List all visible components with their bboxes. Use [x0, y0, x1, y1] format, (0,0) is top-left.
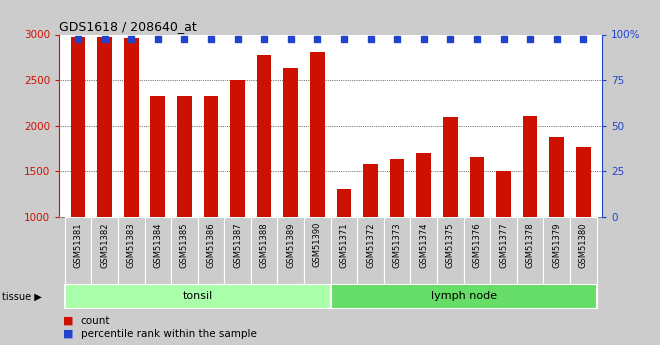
Text: GSM51389: GSM51389 [286, 222, 295, 267]
Text: GSM51373: GSM51373 [393, 222, 402, 268]
Text: tonsil: tonsil [183, 292, 213, 301]
Bar [97, 37, 112, 217]
Text: GSM51382: GSM51382 [100, 222, 109, 267]
Bar [576, 147, 591, 217]
Text: GSM51378: GSM51378 [525, 222, 535, 268]
Bar [224, 217, 251, 284]
Bar [337, 189, 351, 217]
Text: GSM51381: GSM51381 [73, 222, 82, 267]
Bar [230, 80, 245, 217]
Bar [304, 217, 331, 284]
Bar [331, 217, 357, 284]
Bar [257, 55, 271, 217]
Bar [416, 153, 431, 217]
Bar [463, 217, 490, 284]
Text: GSM51385: GSM51385 [180, 222, 189, 267]
Text: GSM51376: GSM51376 [473, 222, 481, 268]
Text: GSM51384: GSM51384 [153, 222, 162, 267]
Bar [65, 284, 331, 309]
Text: GSM51383: GSM51383 [127, 222, 136, 268]
Bar [390, 159, 405, 217]
Bar [177, 96, 191, 217]
Bar [65, 217, 91, 284]
Bar [310, 52, 325, 217]
Text: ■: ■ [63, 329, 73, 339]
Bar [251, 217, 277, 284]
Bar [91, 217, 118, 284]
Bar [363, 164, 378, 217]
Bar [437, 217, 463, 284]
Bar [490, 217, 517, 284]
Text: count: count [81, 316, 110, 326]
Bar [357, 217, 384, 284]
Bar [198, 217, 224, 284]
Bar [570, 217, 597, 284]
Bar [443, 117, 457, 217]
Text: GSM51372: GSM51372 [366, 222, 375, 267]
Text: GSM51380: GSM51380 [579, 222, 588, 267]
Bar [470, 157, 484, 217]
Text: GSM51386: GSM51386 [207, 222, 215, 268]
Text: ■: ■ [63, 316, 73, 326]
Bar [171, 217, 198, 284]
Text: GSM51374: GSM51374 [419, 222, 428, 267]
Bar [517, 217, 543, 284]
Bar [496, 171, 511, 217]
Text: GSM51375: GSM51375 [446, 222, 455, 267]
Bar [124, 38, 139, 217]
Bar [331, 284, 597, 309]
Text: GDS1618 / 208640_at: GDS1618 / 208640_at [59, 20, 197, 33]
Bar [411, 217, 437, 284]
Bar [145, 217, 171, 284]
Text: GSM51371: GSM51371 [339, 222, 348, 267]
Bar [150, 97, 165, 217]
Bar [277, 217, 304, 284]
Bar [204, 96, 218, 217]
Bar [283, 68, 298, 217]
Bar [384, 217, 411, 284]
Text: percentile rank within the sample: percentile rank within the sample [81, 329, 256, 339]
Bar [71, 37, 85, 217]
Bar [523, 116, 537, 217]
Text: GSM51377: GSM51377 [499, 222, 508, 268]
Text: tissue ▶: tissue ▶ [2, 292, 42, 301]
Text: GSM51388: GSM51388 [259, 222, 269, 268]
Bar [549, 137, 564, 217]
Bar [543, 217, 570, 284]
Text: GSM51379: GSM51379 [552, 222, 561, 267]
Text: GSM51390: GSM51390 [313, 222, 322, 267]
Text: lymph node: lymph node [430, 292, 497, 301]
Text: GSM51387: GSM51387 [233, 222, 242, 268]
Bar [118, 217, 145, 284]
